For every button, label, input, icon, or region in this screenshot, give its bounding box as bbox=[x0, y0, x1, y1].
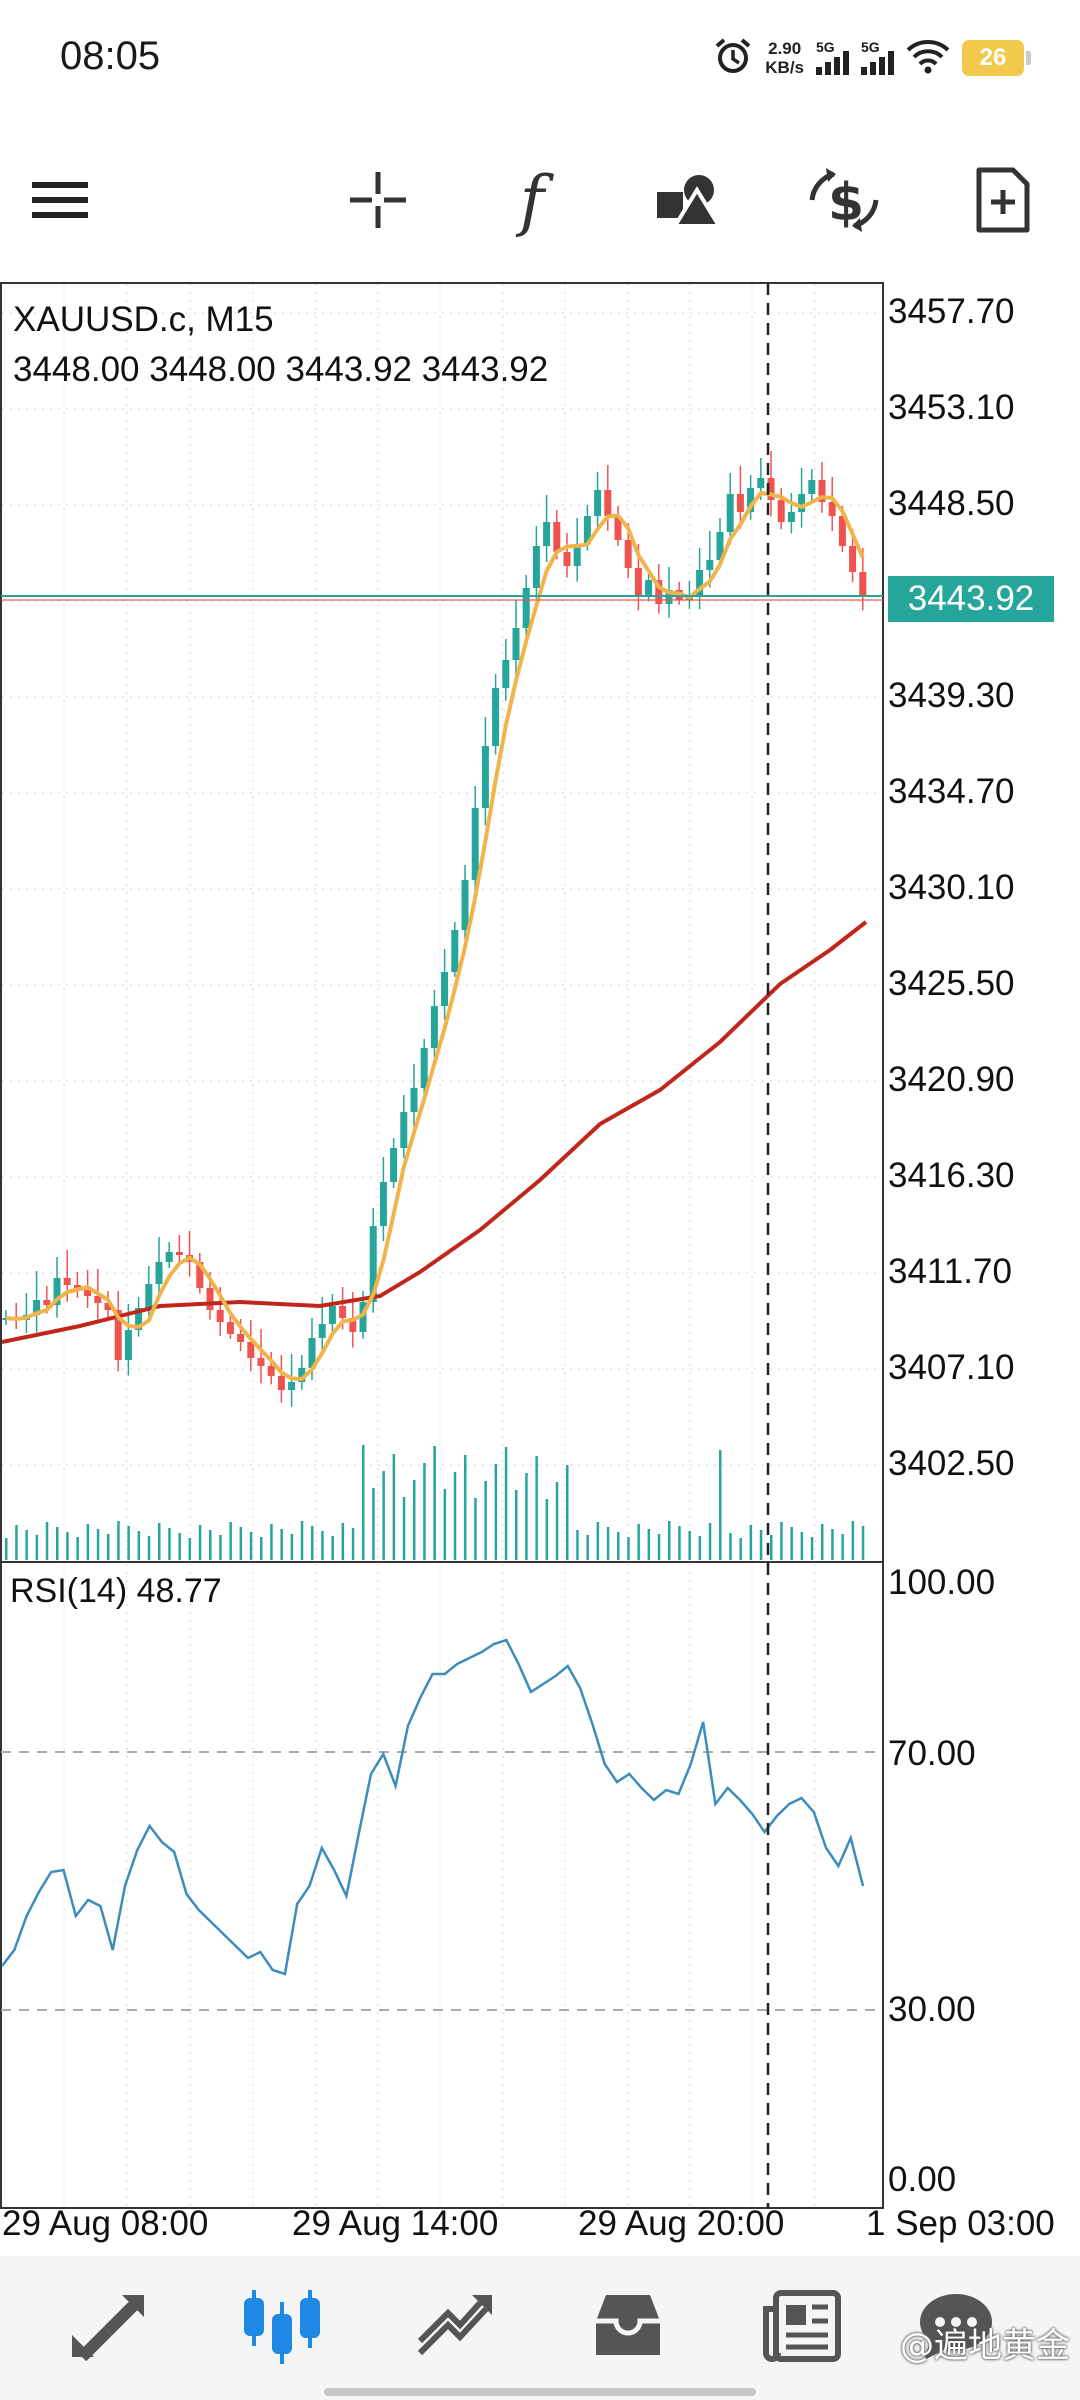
net-speed-value: 2.90 bbox=[768, 39, 802, 58]
nav-quotes[interactable] bbox=[58, 2286, 158, 2366]
status-icons: 2.90 KB/s 5G 5G 26 bbox=[713, 30, 1031, 86]
signal-icon: 5G bbox=[861, 39, 894, 75]
trade-icon: $ bbox=[809, 168, 879, 233]
rsi-tick: 30.00 bbox=[888, 1990, 976, 2029]
price-tick: 3448.50 bbox=[888, 484, 1015, 523]
menu-icon bbox=[32, 182, 88, 218]
price-tick: 3453.10 bbox=[888, 388, 1015, 427]
rsi-tick: 70.00 bbox=[888, 1734, 976, 1773]
ma-fast-line bbox=[5, 490, 865, 1382]
news-icon bbox=[763, 2290, 841, 2362]
net-speed-unit: KB/s bbox=[765, 58, 804, 77]
price-tick: 3420.90 bbox=[888, 1060, 1015, 1099]
new-order-button[interactable] bbox=[953, 140, 1053, 260]
net-speed: 2.90 KB/s bbox=[765, 39, 804, 77]
price-tick: 3457.70 bbox=[888, 292, 1015, 331]
crosshair-button[interactable] bbox=[328, 140, 428, 260]
crosshair-icon bbox=[350, 172, 406, 228]
toolbar: f $ bbox=[0, 140, 1080, 260]
nav-messages[interactable] bbox=[906, 2286, 1006, 2366]
new-order-icon bbox=[976, 167, 1030, 233]
menu-button[interactable] bbox=[10, 140, 110, 260]
current-price-tag: 3443.92 bbox=[888, 576, 1054, 622]
price-tick: 3425.50 bbox=[888, 964, 1015, 1003]
rsi-tick: 100.00 bbox=[888, 1563, 996, 1602]
candles bbox=[2, 451, 867, 1407]
chart-symbol: XAUUSD.c, M15 bbox=[13, 300, 274, 339]
trade-icon bbox=[417, 2295, 492, 2356]
chart-grid bbox=[2, 284, 882, 2206]
chart-canvas[interactable] bbox=[0, 282, 1080, 2212]
status-time: 08:05 bbox=[60, 34, 161, 78]
battery-icon: 26 bbox=[962, 40, 1031, 76]
bottom-nav bbox=[0, 2256, 1080, 2400]
rsi-line bbox=[1, 1638, 865, 1976]
trade-button[interactable]: $ bbox=[794, 140, 894, 260]
alarm-icon bbox=[713, 36, 753, 81]
price-tick: 3439.30 bbox=[888, 676, 1015, 715]
watermark: @遍地黄金 bbox=[900, 2326, 1070, 2366]
rsi-levels bbox=[1, 1751, 883, 2011]
signal-label: 5G bbox=[861, 39, 880, 55]
history-icon bbox=[596, 2295, 660, 2355]
current-price-line bbox=[1, 595, 883, 601]
signal-icon: 5G bbox=[816, 39, 849, 75]
chart-ohlc: 3448.00 3448.00 3443.92 3443.92 bbox=[13, 350, 549, 389]
price-tick: 3411.70 bbox=[888, 1252, 1012, 1291]
signal-label: 5G bbox=[816, 39, 835, 55]
messages-icon bbox=[920, 2294, 992, 2360]
price-tick: 3430.10 bbox=[888, 868, 1015, 907]
objects-icon bbox=[657, 175, 723, 228]
status-bar: 08:05 2.90 KB/s 5G 5G 26 bbox=[0, 0, 1080, 110]
time-tick: 29 Aug 20:00 bbox=[578, 2204, 785, 2243]
time-tick: 29 Aug 14:00 bbox=[292, 2204, 499, 2243]
time-tick: 29 Aug 08:00 bbox=[2, 2204, 209, 2243]
price-tick: 3434.70 bbox=[888, 772, 1015, 811]
indicators-button[interactable]: f bbox=[482, 140, 582, 260]
rsi-label: RSI(14) 48.77 bbox=[10, 1572, 222, 1610]
nav-chart[interactable] bbox=[232, 2286, 332, 2366]
price-tick: 3407.10 bbox=[888, 1348, 1015, 1387]
quotes-icon bbox=[72, 2295, 144, 2361]
nav-news[interactable] bbox=[752, 2286, 852, 2366]
home-indicator bbox=[324, 2388, 756, 2396]
nav-history[interactable] bbox=[578, 2286, 678, 2366]
price-tick: 3416.30 bbox=[888, 1156, 1015, 1195]
nav-trade[interactable] bbox=[404, 2286, 504, 2366]
rsi-tick: 0.00 bbox=[888, 2160, 957, 2199]
objects-button[interactable] bbox=[638, 140, 738, 260]
volume-bars bbox=[5, 1445, 865, 1560]
wifi-icon bbox=[906, 38, 950, 79]
time-tick: 1 Sep 03:00 bbox=[866, 2204, 1055, 2243]
chart-icon bbox=[244, 2290, 320, 2364]
ma-slow-line bbox=[1, 920, 868, 1344]
price-tick: 3402.50 bbox=[888, 1444, 1015, 1483]
indicators-icon: f bbox=[519, 161, 545, 239]
chart-frame bbox=[0, 282, 884, 2209]
